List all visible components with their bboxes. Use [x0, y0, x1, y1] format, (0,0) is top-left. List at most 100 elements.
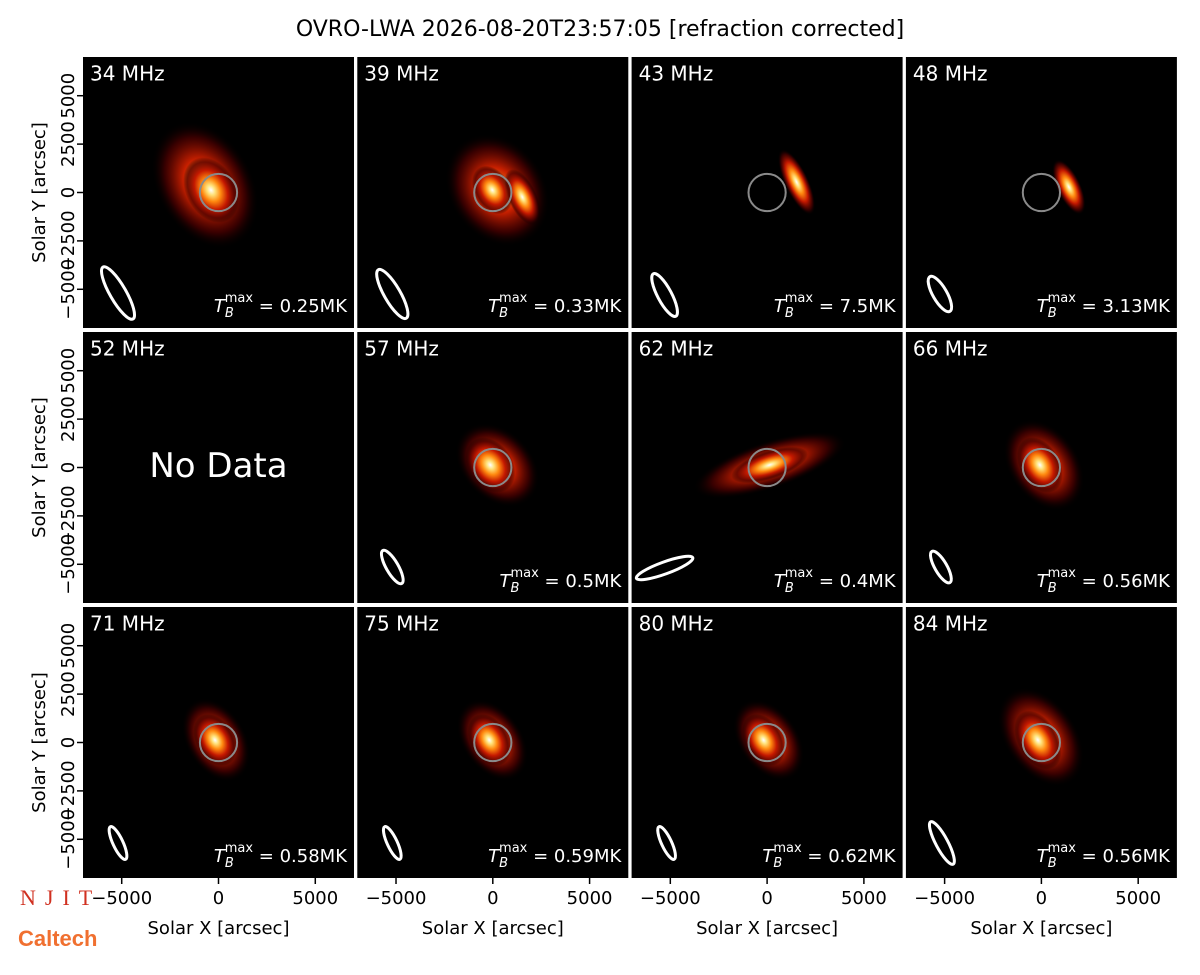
tb-symbol: T [762, 846, 775, 867]
tb-sub: B [511, 581, 520, 596]
frequency-label: 39 MHz [364, 62, 439, 86]
tb-max-label: TBmax = 0.58MK [214, 841, 348, 871]
emission [504, 169, 541, 225]
y-tick-label: −5000 [58, 259, 79, 320]
panel: 43 MHz TBmax = 7.5MK [631, 57, 903, 328]
beam [650, 272, 679, 318]
y-axis-label: Solar Y [arcsec] [29, 672, 50, 813]
y-tick-label: −5000 [58, 534, 79, 595]
frequency-label: 75 MHz [364, 612, 439, 636]
tb-max-label: TBmax = 3.13MK [1037, 291, 1171, 321]
y-tick-label: 5000 [58, 623, 79, 669]
tb-value: = 0.58MK [253, 846, 348, 867]
chart-title: OVRO-LWA 2026-08-20T23:57:05 [refraction… [296, 17, 904, 42]
frequency-label: 84 MHz [913, 612, 988, 636]
tb-sub: B [225, 306, 234, 321]
y-tick-label: 2500 [58, 121, 79, 167]
emission [777, 148, 816, 216]
panel: 48 MHz TBmax = 3.13MK [905, 57, 1177, 328]
x-tick-label: 5000 [292, 888, 338, 909]
panel: 34 MHz TBmax = 0.25MK [83, 57, 354, 328]
tb-symbol: T [774, 296, 787, 317]
panel: 62 MHz TBmax = 0.4MK [631, 332, 903, 603]
tb-symbol: T [488, 846, 501, 867]
tb-max-label: TBmax = 0.4MK [774, 566, 897, 596]
solar-disk [473, 172, 513, 213]
y-tick-label: 2500 [58, 396, 79, 442]
tb-sup: max [510, 566, 539, 581]
frequency-label: 66 MHz [913, 337, 988, 361]
tb-max-label: TBmax = 0.56MK [1037, 841, 1171, 871]
tb-symbol: T [1037, 846, 1050, 867]
y-axis-label: Solar Y [arcsec] [29, 397, 50, 538]
tb-symbol: T [214, 296, 227, 317]
tb-symbol: T [214, 846, 227, 867]
y-tick-label: −5000 [58, 809, 79, 870]
solar-disk [1021, 447, 1062, 488]
y-tick-label: 0 [58, 737, 79, 748]
tb-sup: max [225, 841, 254, 856]
tb-max-label: TBmax = 0.25MK [214, 291, 348, 321]
beam [107, 825, 129, 861]
tb-sup: max [1048, 291, 1077, 306]
y-tick-label: −2500 [58, 485, 79, 546]
tb-max-label: TBmax = 0.5MK [500, 566, 623, 596]
panel: 75 MHz TBmax = 0.59MK [357, 607, 629, 878]
solar-disk [747, 447, 787, 488]
frequency-label: 80 MHz [639, 612, 714, 636]
solar-disk [198, 172, 239, 213]
y-tick-label: 0 [58, 187, 79, 198]
solar-disk [473, 722, 513, 763]
tb-value: = 3.13MK [1076, 296, 1171, 317]
frequency-label: 57 MHz [364, 337, 439, 361]
beam [375, 267, 410, 321]
x-tick-label: 5000 [567, 888, 613, 909]
tb-value: = 0.62MK [802, 846, 897, 867]
tb-sub: B [225, 856, 234, 871]
tb-value: = 0.25MK [253, 296, 348, 317]
solar-disk [473, 447, 513, 488]
panel: 71 MHz TBmax = 0.58MK [83, 607, 354, 878]
no-data-label: No Data [149, 446, 287, 486]
solar-disk [1021, 172, 1062, 213]
solar-disk [1021, 722, 1062, 763]
panel-background [631, 57, 903, 328]
frequency-label: 43 MHz [639, 62, 714, 86]
x-tick-label: −5000 [640, 888, 701, 909]
x-tick-label: 0 [213, 888, 224, 909]
frequency-label: 71 MHz [90, 612, 165, 636]
x-axis-label: Solar X [arcsec] [422, 918, 564, 939]
tb-symbol: T [488, 296, 501, 317]
tb-max-label: TBmax = 0.56MK [1037, 566, 1171, 596]
panel: 39 MHz TBmax = 0.33MK [357, 57, 629, 328]
x-axis-label: Solar X [arcsec] [696, 918, 838, 939]
emission [183, 157, 239, 223]
tb-symbol: T [774, 571, 787, 592]
tb-value: = 0.4MK [813, 571, 897, 592]
panel-background [83, 332, 354, 603]
y-tick-label: 5000 [58, 73, 79, 119]
tb-sub: B [1048, 856, 1057, 871]
x-tick-label: 0 [761, 888, 772, 909]
tb-sup: max [499, 841, 528, 856]
tb-sub: B [1048, 306, 1057, 321]
tb-sub: B [499, 306, 508, 321]
tb-value: = 0.33MK [527, 296, 622, 317]
panel-background [905, 57, 1177, 328]
tb-max-label: TBmax = 0.59MK [488, 841, 622, 871]
emission [1052, 159, 1086, 215]
x-tick-label: 0 [1036, 888, 1047, 909]
tb-sup: max [785, 566, 814, 581]
beam [927, 820, 956, 866]
logo-caltech: Caltech [18, 926, 97, 951]
beam [926, 274, 954, 314]
x-tick-label: 5000 [841, 888, 887, 909]
panel: 57 MHz TBmax = 0.5MK [357, 332, 629, 603]
panel: 66 MHz TBmax = 0.56MK [905, 332, 1177, 603]
x-axis-label: Solar X [arcsec] [148, 918, 290, 939]
frequency-label: 48 MHz [913, 62, 988, 86]
solar-disk [747, 172, 787, 213]
tb-sub: B [785, 306, 794, 321]
beam [381, 825, 403, 861]
